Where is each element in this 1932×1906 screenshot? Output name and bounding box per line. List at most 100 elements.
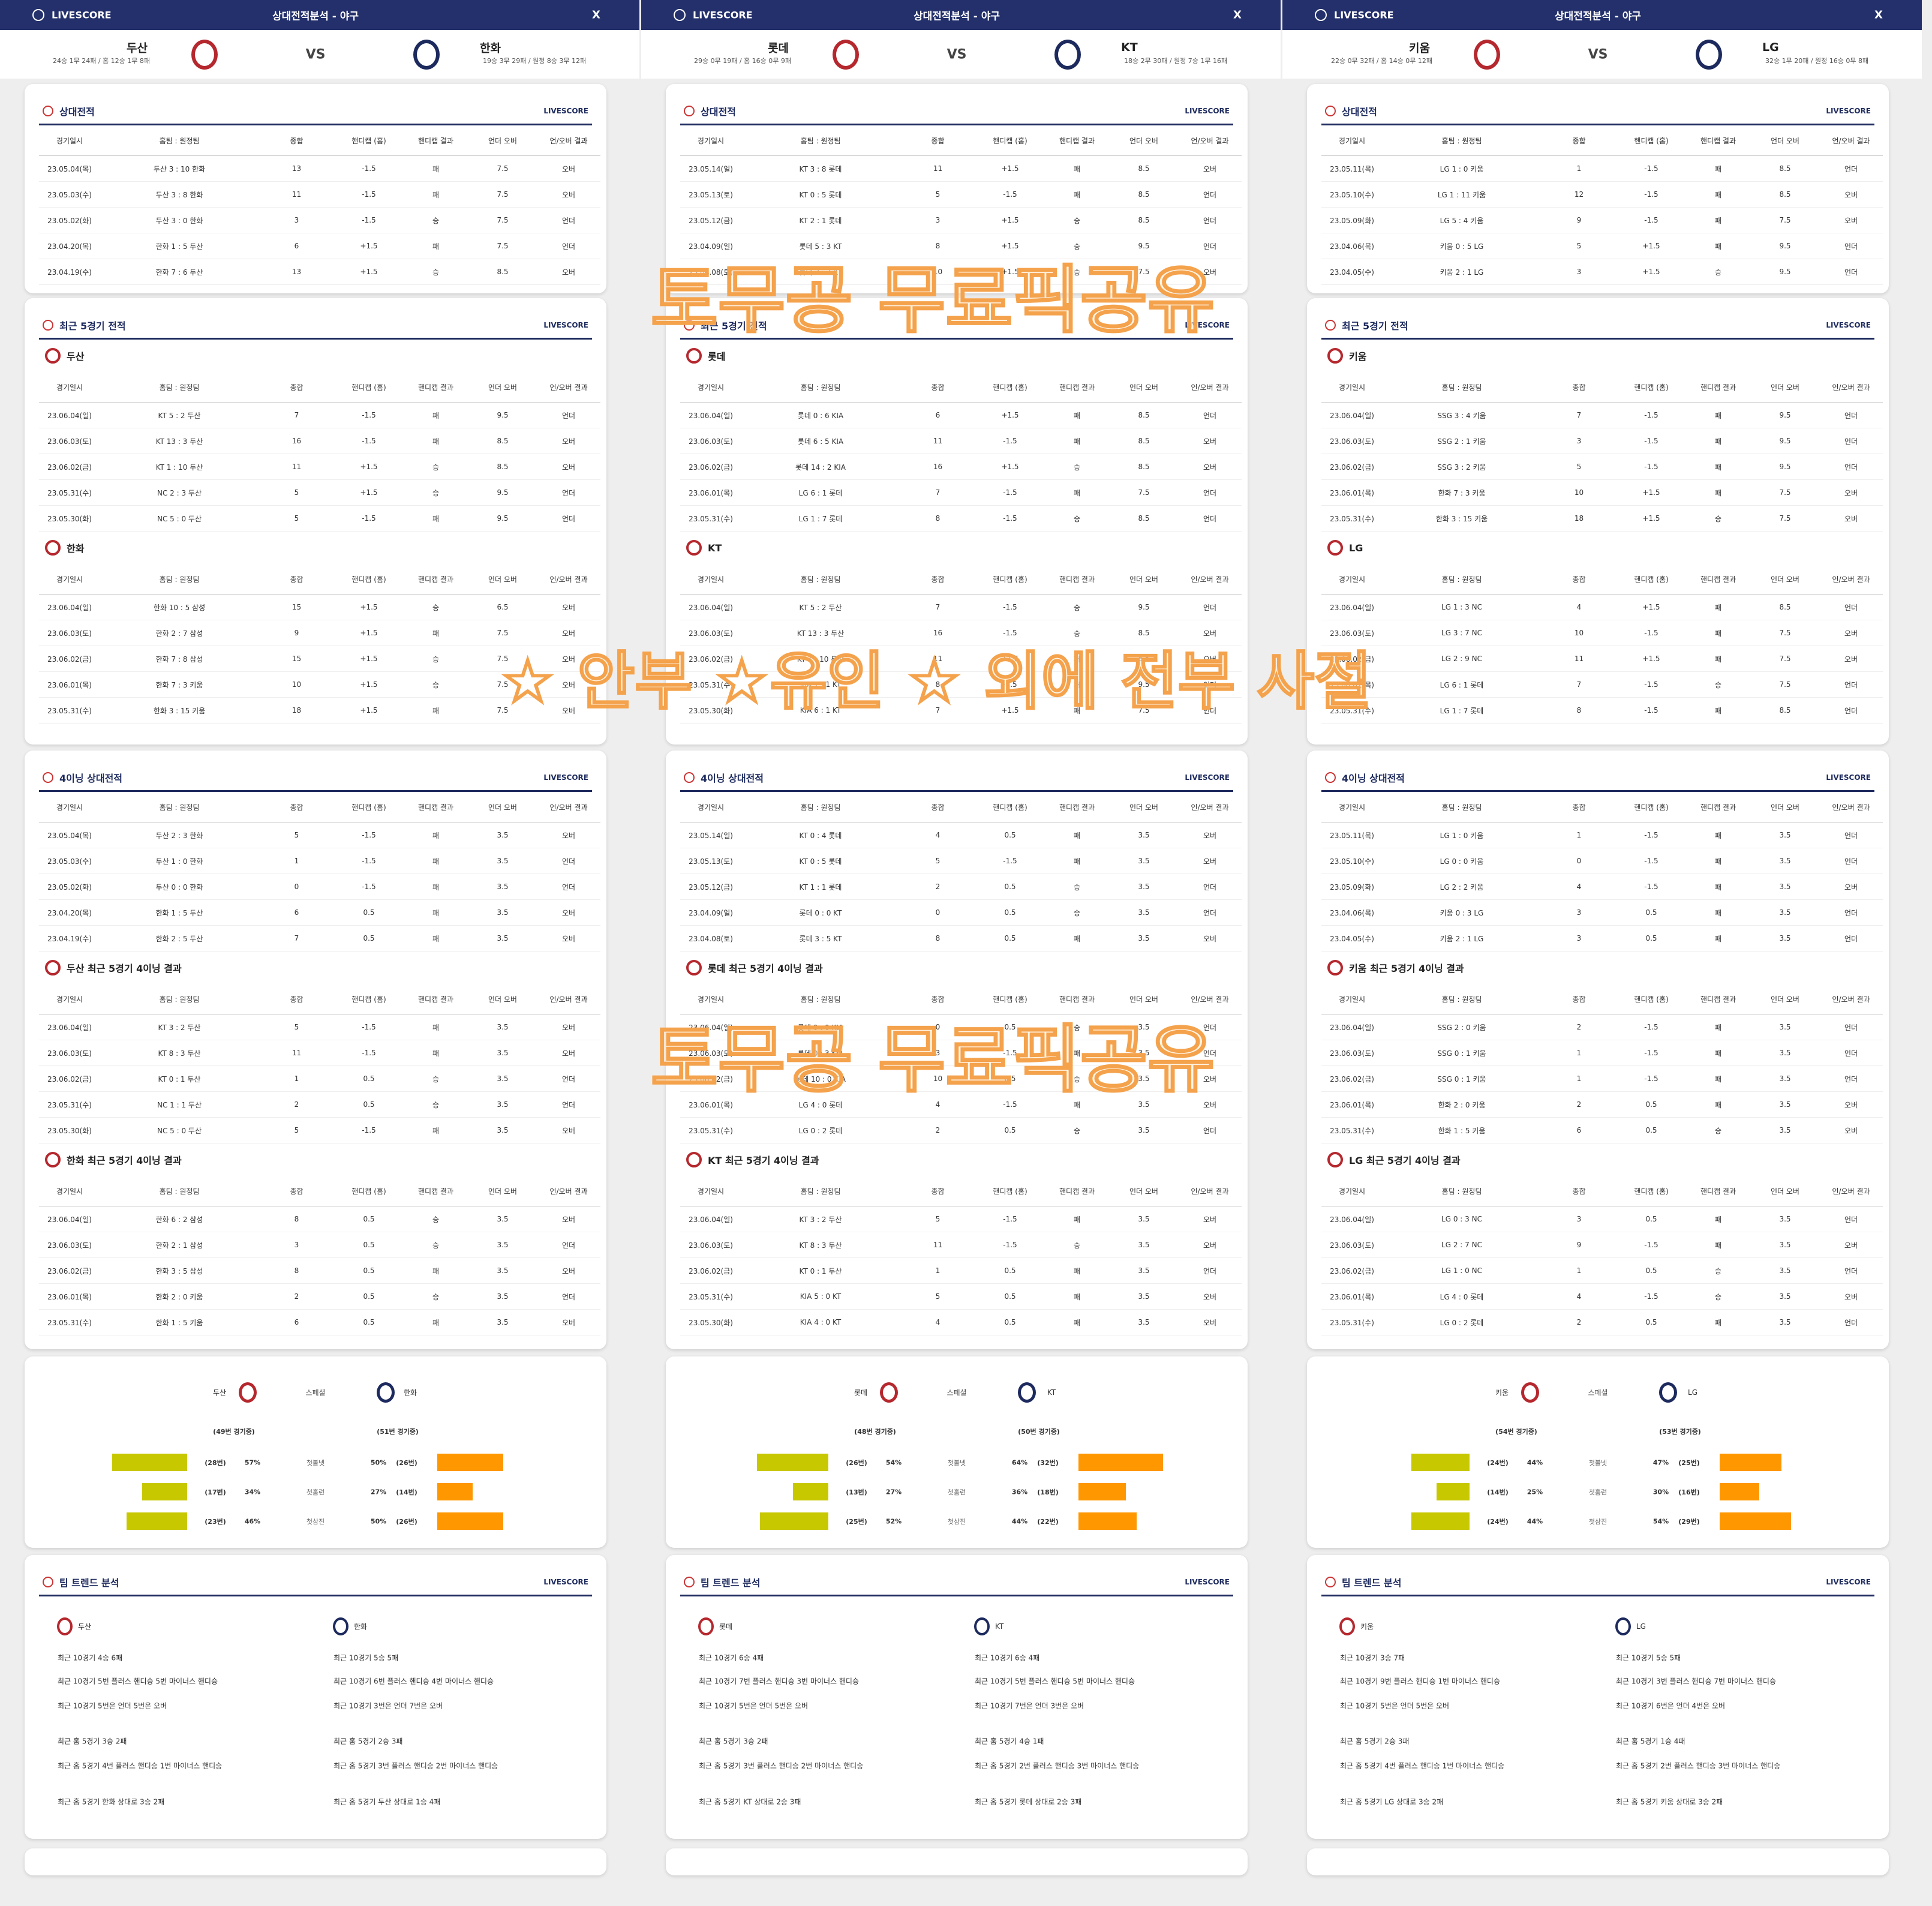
close-button[interactable]: X [1233,8,1242,22]
close-button[interactable]: X [592,8,600,22]
column-header-text: 종합 [290,575,304,584]
table-cell: 한화 7 : 6 두산 [100,259,259,285]
table-cell: 5 [900,1283,976,1310]
home-team-record: 24승 1무 24패 / 홈 12승 1무 8패 [52,57,150,65]
column-header-text: 핸디캡 결과 [1700,383,1736,392]
table-cell: 승 [403,671,468,698]
table-row: 23.06.04(일) 한화 6 : 2 삼성 8 0.5 승 3.5 오버 [39,1206,600,1232]
table-cell: 2 [259,1091,335,1118]
close-button[interactable]: X [1874,8,1883,22]
column-header: 언/오버 결과 [1819,1176,1883,1206]
table-cell: 패 [1044,181,1110,208]
table-cell: 오버 [537,646,600,672]
table-cell: SSG 0 : 1 키움 [1383,1040,1541,1066]
table-cell: LG 3 : 7 NC [1383,620,1541,646]
table-cell: 9.5 [1110,233,1178,259]
stat-count: (16번) [1678,1488,1700,1496]
table-cell: 4 [1541,1283,1617,1310]
table-cell: -1.5 [335,848,403,874]
ball-icon [684,772,695,783]
column-header: 핸디캡 (홈) [335,984,403,1014]
ball-icon [43,320,53,331]
table-cell: 3.5 [1110,1283,1178,1310]
table-cell: 7.5 [468,155,537,182]
section-title: 최근 5경기 전적 LIVESCORE [1321,313,1874,340]
column-header: 종합 [900,984,976,1014]
table-cell: 언더 [1178,671,1242,698]
table-cell: 23.06.01(목) [1321,1091,1383,1118]
table-head: 경기일시 홈팀 : 원정팀 종합 핸디캡 (홈) 핸디캡 결과 언더 오버 언/오버 결과 [680,1176,1242,1206]
column-header: 핸디캡 결과 [403,792,468,823]
table-cell: 2 [900,874,976,900]
column-header: 경기일시 [680,984,741,1014]
table-cell: 23.06.02(금) [680,646,741,672]
stat-count: (32번) [1037,1459,1059,1467]
table-cell: 5 [1541,454,1617,480]
table-row: 23.05.04(목) 두산 3 : 10 한화 13 -1.5 패 7.5 오버 [39,155,600,182]
table-cell: 1 [1541,1065,1617,1092]
trend-line: 최근 10경기 5번 플러스 핸디승 5번 마이너스 핸디승 [975,1677,1135,1686]
table-cell: 패 [1044,1309,1110,1335]
column-header-text: 핸디캡 (홈) [351,575,386,584]
column-header: 핸디캡 결과 [1685,564,1751,595]
card: 최근 5경기 전적 LIVESCORE 두산 경기일시 홈팀 : 원정팀 종합 핸디캡 (홈… [25,298,606,745]
trend-line: 최근 홈 5경기 2번 플러스 핸디승 3번 마이너스 핸디승 [975,1761,1140,1770]
table-row: 23.06.02(금) KT 0 : 1 두산 1 0.5 승 3.5 언더 [39,1065,600,1092]
column-header-text: 핸디캡 (홈) [1634,383,1669,392]
table-cell: 9 [1541,1232,1617,1258]
table-cell: -1.5 [976,620,1044,646]
table-cell: 패 [1044,402,1110,428]
column-header: 핸디캡 결과 [1044,792,1110,823]
team-logo [686,348,702,364]
stat-percent: 47% [1652,1458,1669,1467]
home-logo [191,40,218,70]
table-cell: 패 [1044,671,1110,698]
table-row: 23.06.04(일) KT 5 : 2 두산 7 -1.5 승 9.5 언더 [680,594,1242,620]
table-cell: LG 0 : 2 롯데 [741,1117,900,1143]
table-cell: 3.5 [1110,1040,1178,1066]
table-row: 23.06.03(토) KT 13 : 3 두산 16 -1.5 승 8.5 오버 [680,620,1242,646]
table-cell: 23.04.09(일) [680,899,741,926]
table-cell: 언더 [1819,697,1883,724]
stat-percent: 50% [370,1517,387,1526]
stat-bar [437,1454,503,1471]
table-cell: 23.06.04(일) [1321,594,1383,620]
table-cell: 패 [403,848,468,874]
back-icon[interactable] [32,9,44,21]
card: 팀 트렌드 분석 LIVESCORE 두산 최근 10경기 4승 6패 최근 10경기 … [25,1555,606,1839]
table-cell: 3.5 [1110,1091,1178,1118]
table-cell: 0.5 [976,1283,1044,1310]
column-header-text: 경기일시 [697,995,725,1004]
card: 최근 5경기 전적 LIVESCORE 키움 경기일시 홈팀 : 원정팀 종합 핸디캡 (홈… [1307,298,1889,745]
header-row: 경기일시 홈팀 : 원정팀 종합 핸디캡 (홈) 핸디캡 결과 언더 오버 언/오버 결과 [1321,372,1883,403]
column-header-text: 언/오버 결과 [549,995,588,1004]
table-cell: 23.04.08(토) [680,259,741,285]
table-cell: 승 [1044,594,1110,620]
table-cell: 0 [900,1014,976,1040]
table-row: 23.05.09(화) LG 5 : 4 키움 9 -1.5 패 7.5 오버 [1321,207,1883,233]
column-header: 핸디캡 (홈) [976,564,1044,595]
table-cell: 언더 [1819,1206,1883,1232]
table-cell: 패 [1685,899,1751,926]
table-cell: 3.5 [468,1232,537,1258]
table-cell: +1.5 [1617,479,1685,506]
table-cell: 8 [259,1206,335,1232]
table-row: 23.06.03(토) LG 3 : 7 NC 10 -1.5 패 7.5 오버 [1321,620,1883,646]
table-cell: 두산 0 : 0 한화 [100,874,259,900]
table-cell: KT 0 : 4 롯데 [741,822,900,848]
back-icon[interactable] [1315,9,1327,21]
table-cell: 11 [900,1232,976,1258]
column-header: 홈팀 : 원정팀 [741,125,900,156]
section-title-text: 팀 트렌드 분석 [59,1577,119,1589]
column-header-text: 핸디캡 (홈) [993,383,1027,392]
card: 롯데 스페셜 KT (48번 경기중) (50번 경기중) (26번) 54% 첫볼넷 64% (… [666,1356,1248,1548]
table-cell: 23.05.31(수) [39,697,100,724]
table-cell: 패 [403,428,468,454]
table-cell: 7.5 [1751,646,1819,672]
ball-icon [43,1577,53,1587]
stat-percent: 54% [1652,1517,1669,1526]
header-row: 경기일시 홈팀 : 원정팀 종합 핸디캡 (홈) 핸디캡 결과 언더 오버 언/오버 결과 [1321,564,1883,595]
back-icon[interactable] [674,9,686,21]
table-row: 23.04.19(수) 한화 7 : 6 두산 13 +1.5 승 8.5 오버 [39,259,600,285]
stat-bar [437,1483,473,1500]
